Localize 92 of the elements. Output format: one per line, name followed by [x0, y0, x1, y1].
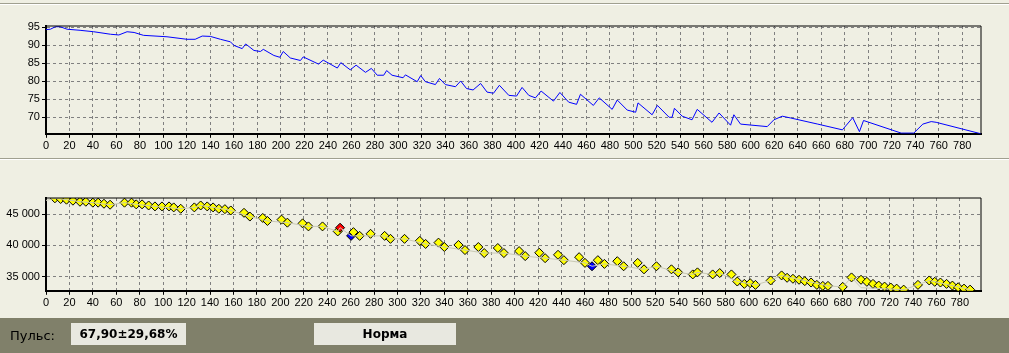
x-tick-label: 460 [575, 296, 595, 309]
x-tick-label: 480 [600, 139, 619, 152]
x-tick-label: 140 [200, 296, 220, 309]
y-tick-label: 70 [27, 110, 40, 123]
x-tick-label: 200 [271, 296, 290, 309]
x-tick-label: 140 [201, 139, 220, 152]
x-tick-label: 520 [646, 296, 665, 309]
x-tick-label: 300 [388, 296, 407, 309]
x-tick-label: 760 [927, 296, 946, 309]
x-tick-label: 440 [553, 139, 573, 152]
x-tick-label: 620 [765, 139, 784, 152]
x-tick-label: 0 [42, 296, 50, 309]
y-tick-label: 90 [27, 38, 40, 51]
x-tick-label: 40 [86, 296, 99, 309]
x-tick-label: 480 [599, 296, 618, 309]
x-tick-label: 580 [718, 139, 737, 152]
x-tick-label: 600 [739, 296, 759, 309]
x-tick-label: 200 [271, 139, 291, 152]
x-tick-label: 80 [133, 139, 147, 152]
y-tick-label: 95 [27, 20, 40, 33]
x-tick-label: 560 [692, 296, 712, 309]
x-tick-label: 640 [788, 139, 807, 152]
x-tick-label: 300 [389, 139, 408, 152]
x-tick-label: 100 [154, 139, 173, 152]
x-tick-label: 760 [929, 139, 948, 152]
x-tick-label: 440 [552, 296, 571, 309]
x-tick-label: 660 [812, 139, 831, 152]
x-tick-label: 360 [459, 139, 479, 152]
x-tick-label: 160 [224, 139, 244, 152]
x-tick-label: 540 [669, 296, 688, 309]
x-tick-label: 400 [505, 296, 524, 309]
x-tick-label: 60 [110, 296, 123, 309]
x-tick-label: 500 [624, 139, 643, 152]
x-tick-label: 240 [318, 296, 337, 309]
x-tick-label: 700 [857, 296, 876, 309]
x-tick-label: 40 [86, 139, 100, 152]
x-tick-label: 180 [247, 296, 267, 309]
x-tick-label: 20 [63, 296, 76, 309]
x-tick-label: 180 [248, 139, 267, 152]
x-tick-label: 280 [365, 139, 385, 152]
x-tick-label: 780 [950, 296, 970, 309]
x-tick-label: 660 [810, 296, 829, 309]
y-tick-label: 35 000 [6, 269, 40, 282]
x-tick-label: 460 [577, 139, 596, 152]
x-tick-label: 220 [295, 139, 314, 152]
x-tick-label: 240 [318, 139, 338, 152]
x-tick-label: 420 [528, 296, 548, 309]
x-tick-label: 280 [364, 296, 384, 309]
x-tick-label: 720 [882, 139, 901, 152]
x-tick-label: 260 [342, 139, 361, 152]
x-tick-label: 560 [694, 139, 713, 152]
x-tick-label: 320 [412, 139, 432, 152]
text: Пульс: [10, 328, 55, 343]
x-tick-label: 120 [177, 139, 197, 152]
x-tick-label: 320 [411, 296, 431, 309]
x-tick-label: 120 [177, 296, 196, 309]
x-tick-label: 520 [647, 139, 666, 152]
y-tick-label: 40 000 [6, 238, 40, 251]
x-tick-label: 20 [63, 139, 76, 152]
x-tick-label: 380 [482, 296, 501, 309]
x-tick-label: 340 [435, 296, 454, 309]
y-tick-label: 80 [27, 74, 40, 87]
x-tick-label: 500 [622, 296, 642, 309]
y-tick-label: 45 000 [6, 207, 40, 220]
x-tick-label: 700 [859, 139, 878, 152]
x-tick-label: 220 [294, 296, 313, 309]
x-tick-label: 360 [458, 296, 477, 309]
x-tick-label: 780 [953, 139, 972, 152]
x-tick-label: 60 [110, 139, 123, 152]
x-tick-label: 540 [671, 139, 690, 152]
x-tick-label: 600 [741, 139, 760, 152]
x-tick-label: 720 [880, 296, 899, 309]
x-tick-label: 740 [906, 139, 925, 152]
x-tick-label: 640 [786, 296, 806, 309]
x-tick-label: 420 [530, 139, 549, 152]
x-tick-label: 80 [133, 296, 146, 309]
x-tick-label: 340 [436, 139, 455, 152]
x-tick-label: 620 [763, 296, 782, 309]
x-tick-label: 160 [224, 296, 243, 309]
x-tick-label: 680 [835, 139, 854, 152]
text: Норма [314, 323, 456, 345]
text: 67,90±29,68% [71, 323, 186, 345]
x-tick-label: 260 [341, 296, 360, 309]
x-tick-label: 380 [483, 139, 502, 152]
x-tick-label: 740 [903, 296, 923, 309]
x-tick-label: 400 [506, 139, 526, 152]
y-tick-label: 75 [27, 92, 40, 105]
x-tick-label: 680 [833, 296, 852, 309]
y-tick-label: 85 [27, 56, 40, 69]
x-tick-label: 0 [42, 139, 50, 152]
x-tick-label: 100 [153, 296, 173, 309]
x-tick-label: 580 [716, 296, 735, 309]
